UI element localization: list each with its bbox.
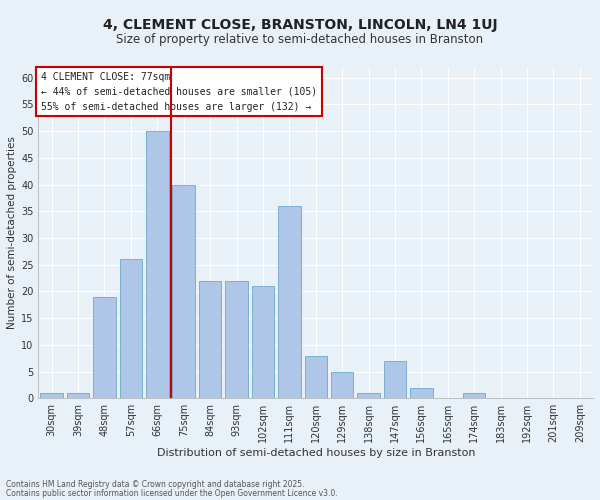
Text: Contains HM Land Registry data © Crown copyright and database right 2025.: Contains HM Land Registry data © Crown c… <box>6 480 305 489</box>
Bar <box>463 393 485 398</box>
Bar <box>384 361 406 399</box>
Bar <box>40 393 63 398</box>
Y-axis label: Number of semi-detached properties: Number of semi-detached properties <box>7 136 17 329</box>
Bar <box>252 286 274 399</box>
Text: Contains public sector information licensed under the Open Government Licence v3: Contains public sector information licen… <box>6 488 338 498</box>
Text: 4 CLEMENT CLOSE: 77sqm
← 44% of semi-detached houses are smaller (105)
55% of se: 4 CLEMENT CLOSE: 77sqm ← 44% of semi-det… <box>41 72 317 112</box>
Bar <box>358 393 380 398</box>
Bar <box>146 131 169 398</box>
Bar <box>172 184 195 398</box>
Bar <box>305 356 327 399</box>
Bar <box>93 297 116 398</box>
Bar <box>226 281 248 398</box>
X-axis label: Distribution of semi-detached houses by size in Branston: Distribution of semi-detached houses by … <box>157 448 475 458</box>
Text: Size of property relative to semi-detached houses in Branston: Size of property relative to semi-detach… <box>116 32 484 46</box>
Bar <box>199 281 221 398</box>
Bar <box>331 372 353 398</box>
Bar <box>410 388 433 398</box>
Bar <box>119 260 142 398</box>
Bar <box>67 393 89 398</box>
Bar <box>278 206 301 398</box>
Text: 4, CLEMENT CLOSE, BRANSTON, LINCOLN, LN4 1UJ: 4, CLEMENT CLOSE, BRANSTON, LINCOLN, LN4… <box>103 18 497 32</box>
